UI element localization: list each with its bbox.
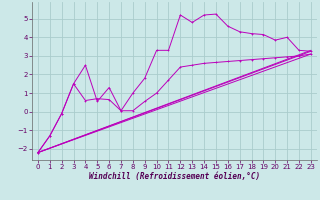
- X-axis label: Windchill (Refroidissement éolien,°C): Windchill (Refroidissement éolien,°C): [89, 172, 260, 181]
